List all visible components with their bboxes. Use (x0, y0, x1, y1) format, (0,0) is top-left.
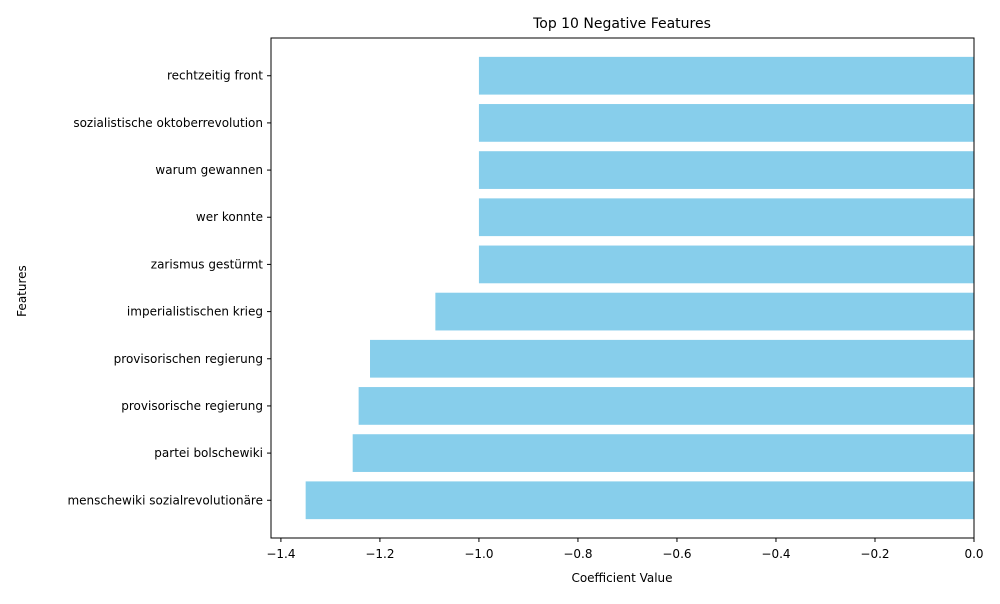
y-tick-label: partei bolschewiki (154, 446, 263, 460)
bar-2 (353, 434, 974, 472)
y-tick-label: imperialistischen krieg (127, 305, 263, 319)
chart-title: Top 10 Negative Features (532, 16, 711, 32)
x-axis-label: Coefficient Value (571, 571, 672, 585)
x-tick-label: −0.8 (563, 547, 592, 561)
bar-6 (479, 246, 974, 284)
x-tick-label: −1.4 (266, 547, 295, 561)
x-tick-label: 0.0 (964, 547, 983, 561)
bar-8 (479, 151, 974, 189)
bar-10 (479, 57, 974, 95)
y-tick-label: menschewiki sozialrevolutionäre (67, 493, 263, 507)
x-tick-label: −0.2 (860, 547, 889, 561)
x-tick-label: −1.0 (464, 547, 493, 561)
y-axis-label: Features (15, 265, 29, 317)
x-tick-label: −0.6 (662, 547, 691, 561)
bar-3 (359, 387, 974, 425)
x-tick-label: −0.4 (761, 547, 790, 561)
bar-9 (479, 104, 974, 142)
bar-5 (435, 293, 974, 331)
y-axis-ticks: menschewiki sozialrevolutionäre partei bo… (67, 69, 271, 508)
bar-1 (306, 481, 974, 519)
y-tick-label: zarismus gestürmt (151, 257, 264, 271)
bar-4 (370, 340, 974, 378)
y-tick-label: provisorische regierung (121, 399, 263, 413)
y-tick-label: rechtzeitig front (167, 69, 263, 83)
x-tick-label: −1.2 (365, 547, 394, 561)
bars-layer (306, 57, 974, 519)
y-tick-label: sozialistische oktoberrevolution (73, 116, 263, 130)
y-tick-label: provisorischen regierung (114, 352, 263, 366)
y-tick-label: warum gewannen (155, 163, 263, 177)
bar-7 (479, 198, 974, 236)
x-axis-ticks: −1.4 −1.2 −1.0 −0.8 −0.6 −0.4 −0.2 0.0 (266, 538, 983, 561)
y-tick-label: wer konnte (196, 210, 263, 224)
